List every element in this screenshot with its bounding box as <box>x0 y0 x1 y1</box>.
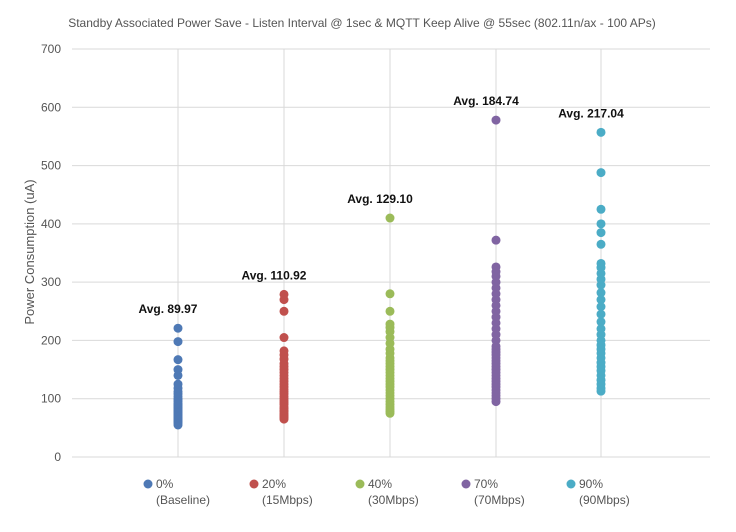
legend-marker <box>461 479 471 489</box>
data-point <box>596 228 606 238</box>
data-point <box>279 289 289 299</box>
legend-label: 40% <box>368 477 392 491</box>
data-point <box>596 309 606 319</box>
legend-marker <box>249 479 259 489</box>
data-point <box>596 295 606 305</box>
data-point <box>173 355 183 365</box>
data-point <box>491 235 501 245</box>
data-point <box>173 337 183 347</box>
series-group <box>596 127 606 396</box>
data-point <box>279 346 289 356</box>
data-point <box>385 306 395 316</box>
legend-marker <box>143 479 153 489</box>
legend-sublabel: (70Mbps) <box>474 493 525 507</box>
data-point <box>596 258 606 268</box>
points-layer <box>173 115 606 430</box>
y-axis-title: Power Consumption (uA) <box>22 179 37 324</box>
data-point <box>596 317 606 327</box>
average-label: Avg. 129.10 <box>347 192 413 206</box>
y-tick-label: 0 <box>54 450 61 464</box>
data-point <box>173 323 183 333</box>
legend-label: 20% <box>262 477 286 491</box>
series-group <box>173 323 183 430</box>
data-point <box>173 365 183 375</box>
y-tick-label: 500 <box>41 159 61 173</box>
grid-layer: 0 100 200 300 400 500 600 700 <box>41 42 710 464</box>
data-point <box>596 168 606 178</box>
data-point <box>279 333 289 343</box>
legend-sublabel: (Baseline) <box>156 493 210 507</box>
chart-title: Standby Associated Power Save - Listen I… <box>68 16 656 30</box>
labels-layer: Avg. 89.97 Avg. 110.92 Avg. 129.10 Avg. 184… <box>139 94 625 316</box>
y-tick-label: 100 <box>41 392 61 406</box>
data-point <box>491 115 501 125</box>
data-point <box>385 213 395 223</box>
average-label: Avg. 89.97 <box>139 302 198 316</box>
data-point <box>173 379 183 389</box>
legend-marker <box>566 479 576 489</box>
y-tick-label: 300 <box>41 275 61 289</box>
data-point <box>596 302 606 312</box>
average-label: Avg. 217.04 <box>558 106 624 120</box>
average-label: Avg. 184.74 <box>453 94 519 108</box>
data-point <box>279 306 289 316</box>
series-group <box>385 213 395 418</box>
data-point <box>596 219 606 229</box>
data-point <box>385 319 395 329</box>
legend-label: 70% <box>474 477 498 491</box>
data-point <box>596 204 606 214</box>
y-tick-label: 700 <box>41 42 61 56</box>
y-tick-label: 400 <box>41 217 61 231</box>
legend-sublabel: (30Mbps) <box>368 493 419 507</box>
series-group <box>279 289 289 424</box>
legend: 0% (Baseline) 20% (15Mbps) 40% (30Mbps) 70% (70… <box>143 477 630 507</box>
legend-label: 90% <box>579 477 603 491</box>
y-tick-label: 600 <box>41 100 61 114</box>
data-point <box>596 239 606 249</box>
legend-label: 0% <box>156 477 174 491</box>
data-point <box>491 262 501 272</box>
series-group <box>491 115 501 407</box>
legend-sublabel: (90Mbps) <box>579 493 630 507</box>
legend-marker <box>355 479 365 489</box>
legend-sublabel: (15Mbps) <box>262 493 313 507</box>
data-point <box>385 289 395 299</box>
y-tick-label: 200 <box>41 333 61 347</box>
average-label: Avg. 110.92 <box>242 268 307 282</box>
data-point <box>596 324 606 334</box>
data-point <box>596 127 606 137</box>
data-point <box>596 288 606 298</box>
